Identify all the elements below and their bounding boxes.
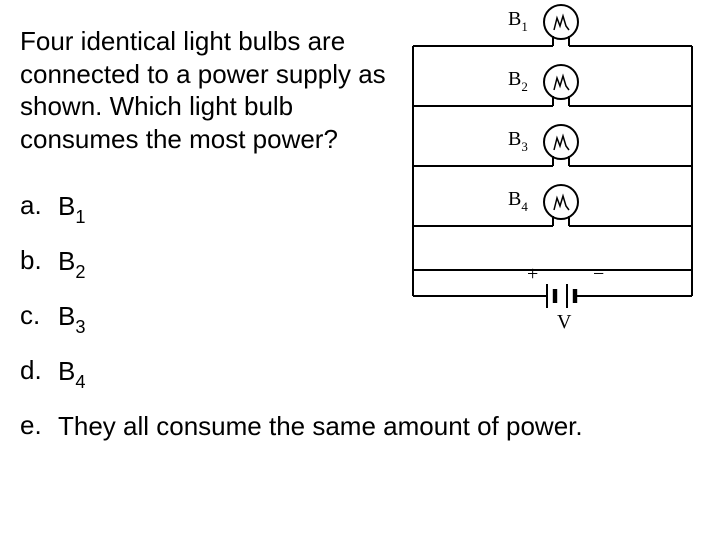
option-letter: d. [20, 355, 58, 386]
svg-text:−: − [593, 263, 604, 285]
option-text: B4 [58, 355, 700, 392]
slide: Four identical light bulbs are connected… [0, 0, 720, 540]
option-e: e. They all consume the same amount of p… [20, 410, 700, 443]
option-letter: a. [20, 190, 58, 221]
question-text: Four identical light bulbs are connected… [20, 25, 400, 155]
svg-text:V: V [557, 311, 572, 332]
option-text: They all consume the same amount of powe… [58, 410, 700, 443]
svg-text:B3: B3 [508, 128, 528, 154]
option-letter: e. [20, 410, 58, 441]
option-d: d. B4 [20, 355, 700, 392]
svg-text:B1: B1 [508, 8, 528, 34]
option-letter: c. [20, 300, 58, 331]
svg-text:B2: B2 [508, 68, 528, 94]
svg-text:+: + [527, 263, 538, 285]
circuit-diagram: + − V B1 B2 B3 B4 [395, 2, 710, 332]
option-letter: b. [20, 245, 58, 276]
svg-text:B4: B4 [508, 188, 528, 214]
